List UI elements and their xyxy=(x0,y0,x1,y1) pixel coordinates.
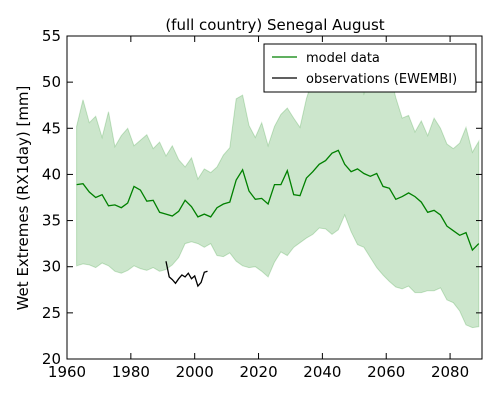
x-tick-label: 2060 xyxy=(367,363,405,381)
series-line-1 xyxy=(165,261,208,288)
x-tick-label: 2080 xyxy=(431,363,469,381)
x-axis: 1960 1980 2000 2020 2040 2060 2080 xyxy=(48,36,469,381)
x-tick-label: 2040 xyxy=(303,363,341,381)
legend-entry: observations (EWEMBI) xyxy=(306,72,457,87)
y-tick-label: 30 xyxy=(42,258,61,276)
x-tick-label: 1960 xyxy=(48,363,86,381)
y-tick-label: 55 xyxy=(42,27,61,45)
legend: model data observations (EWEMBI) xyxy=(263,43,477,93)
y-tick-label: 45 xyxy=(42,119,61,137)
y-tick-label: 25 xyxy=(42,304,61,322)
x-tick-label: 2000 xyxy=(176,363,214,381)
legend-box xyxy=(263,43,477,93)
plot-area xyxy=(66,35,483,360)
axes-frame xyxy=(66,35,483,360)
legend-entry: model data xyxy=(306,51,380,66)
series-line-0 xyxy=(76,149,480,252)
chart-title: (full country) Senegal August xyxy=(165,16,384,34)
x-tick-label: 2020 xyxy=(239,363,277,381)
y-tick-label: 40 xyxy=(42,165,61,183)
y-axis-label: Wet Extremes (RX1day) [mm] xyxy=(14,86,32,311)
model-range-band xyxy=(76,59,480,329)
y-tick-label: 20 xyxy=(42,350,61,368)
y-axis: 20 25 30 35 40 45 50 55 xyxy=(42,27,482,368)
y-tick-label: 35 xyxy=(42,212,61,230)
y-tick-label: 50 xyxy=(42,73,61,91)
x-tick-label: 1980 xyxy=(112,363,150,381)
